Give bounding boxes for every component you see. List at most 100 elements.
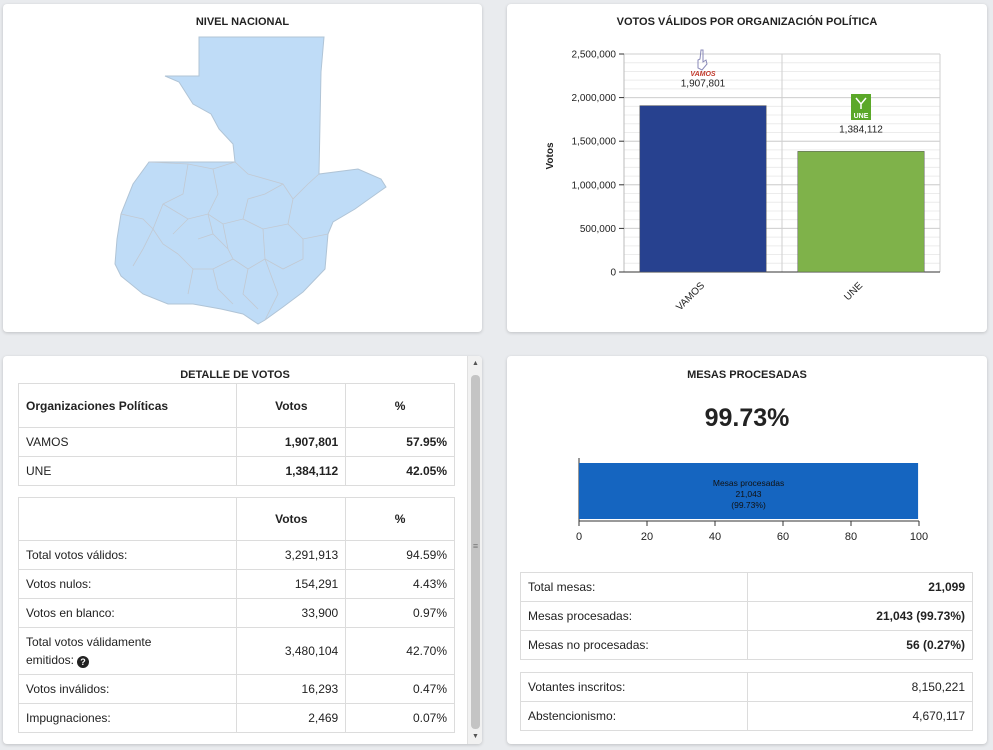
une-logo-text: UNE xyxy=(854,113,869,120)
table-row: UNE 1,384,112 42.05% xyxy=(17,456,455,486)
row-votes: 33,900 xyxy=(236,598,347,628)
header-pct: % xyxy=(345,497,455,541)
party-name: UNE xyxy=(17,456,238,486)
y-tick-label: 2,500,000 xyxy=(572,50,617,61)
row-label: Votos inválidos: xyxy=(17,674,238,704)
row-label: Votos en blanco: xyxy=(17,598,238,628)
row-value: 21,099 xyxy=(747,572,973,602)
parties-table-header: Organizaciones Políticas Votos % xyxy=(17,383,455,428)
row-votes: 16,293 xyxy=(236,674,347,704)
votes-bar-chart: 0 500,000 1,000,000 1,500,000 2,000,000 2,500… xyxy=(545,49,941,313)
party-pct: 42.05% xyxy=(345,456,455,486)
bar-vamos[interactable] xyxy=(639,105,767,273)
mesas-bar xyxy=(579,463,919,519)
bar-une[interactable] xyxy=(797,151,925,273)
table-row: Impugnaciones: 2,469 0.07% xyxy=(17,703,455,733)
row-votes: 2,469 xyxy=(236,703,347,733)
row-label: Abstencionismo: xyxy=(520,701,748,731)
table-row: Votos inválidos: 16,293 0.47% xyxy=(17,674,455,704)
summary-table: Votos % Total votos válidos: 3,291,913 9… xyxy=(17,497,455,733)
header-blank xyxy=(17,497,238,541)
une-logo-icon: UNE xyxy=(851,94,871,120)
row-pct: 4.43% xyxy=(345,569,455,599)
mesas-panel: MESAS PROCESADAS 99.73% Mesas procesadas… xyxy=(507,356,987,744)
x-tick-label: 0 xyxy=(576,531,582,543)
table-row: Total mesas: 21,099 xyxy=(520,572,973,602)
x-tick-label: 60 xyxy=(777,531,789,543)
mesas-bar-pct: (99.73%) xyxy=(731,500,766,510)
detail-scrollbar[interactable]: ▲ ≡ ▼ xyxy=(467,356,482,744)
scroll-grip-icon: ≡ xyxy=(472,541,479,551)
row-label-line2: emitidos: xyxy=(26,653,75,667)
party-votes: 1,907,801 xyxy=(236,427,347,457)
chart-title: VOTOS VÁLIDOS POR ORGANIZACIÓN POLÍTICA xyxy=(616,16,878,28)
y-axis-title: Votos xyxy=(545,142,556,169)
row-pct: 42.70% xyxy=(345,627,455,675)
summary-table-header: Votos % xyxy=(17,497,455,541)
map-title: NIVEL NACIONAL xyxy=(195,16,290,28)
row-votes: 3,480,104 xyxy=(236,627,347,675)
mesas-progress-chart: Mesas procesadas 21,043 (99.73%) 0 20 40 60… xyxy=(576,458,928,543)
header-organizations: Organizaciones Políticas xyxy=(17,383,238,428)
map-country-shape xyxy=(114,36,387,325)
vamos-logo-icon: VAMOS xyxy=(690,49,716,78)
table-row: Total votos válidamente emitidos:? 3,480… xyxy=(17,627,455,675)
row-votes: 154,291 xyxy=(236,569,347,599)
row-value: 56 (0.27%) xyxy=(747,630,973,660)
map-panel: NIVEL NACIONAL xyxy=(3,4,482,332)
mesas-bar-count: 21,043 xyxy=(736,489,762,499)
detail-title: DETALLE DE VOTOS xyxy=(180,369,290,381)
bar-value-label: 1,907,801 xyxy=(681,79,726,90)
x-tick-label: 100 xyxy=(910,531,928,543)
header-pct: % xyxy=(345,383,455,428)
table-row: Mesas procesadas: 21,043 (99.73%) xyxy=(520,601,973,631)
help-icon[interactable]: ? xyxy=(77,656,90,668)
x-tick-label: 40 xyxy=(709,531,721,543)
row-pct: 0.07% xyxy=(345,703,455,733)
mesas-title: MESAS PROCESADAS xyxy=(687,369,807,381)
bar-value-label: 1,384,112 xyxy=(839,124,883,135)
scroll-thumb[interactable] xyxy=(471,375,480,729)
row-value: 8,150,221 xyxy=(747,672,973,702)
party-pct: 57.95% xyxy=(345,427,455,457)
chart-panel: VOTOS VÁLIDOS POR ORGANIZACIÓN POLÍTICA … xyxy=(507,4,987,332)
mesas-bar-label: Mesas procesadas xyxy=(713,478,784,488)
y-tick-label: 500,000 xyxy=(580,224,617,235)
row-label: Total votos válidos: xyxy=(17,540,238,570)
row-label: Votantes inscritos: xyxy=(520,672,748,702)
row-label: Mesas procesadas: xyxy=(520,601,748,631)
row-pct: 0.97% xyxy=(345,598,455,628)
table-row: Votos en blanco: 33,900 0.97% xyxy=(17,598,455,628)
table-row: VAMOS 1,907,801 57.95% xyxy=(17,427,455,457)
vote-detail-panel: DETALLE DE VOTOS Organizaciones Política… xyxy=(3,356,482,744)
row-label-multiline: Total votos válidamente emitidos:? xyxy=(17,627,238,675)
row-pct: 0.47% xyxy=(345,674,455,704)
x-tick-label: 20 xyxy=(641,531,653,543)
y-tick-label: 2,000,000 xyxy=(572,93,617,104)
row-votes: 3,291,913 xyxy=(236,540,347,570)
header-votes: Votos xyxy=(236,497,347,541)
voters-table: Votantes inscritos: 8,150,221 Abstencion… xyxy=(520,672,973,731)
row-label: Votos nulos: xyxy=(17,569,238,599)
row-label: Total votos válidamente xyxy=(26,635,152,649)
table-row: Votantes inscritos: 8,150,221 xyxy=(520,672,973,702)
row-label: Impugnaciones: xyxy=(17,703,238,733)
mesas-table: Total mesas: 21,099 Mesas procesadas: 21… xyxy=(520,572,973,660)
y-tick-label: 0 xyxy=(610,268,616,279)
scroll-up-arrow-icon[interactable]: ▲ xyxy=(472,360,479,367)
parties-table: Organizaciones Políticas Votos % VAMOS 1… xyxy=(17,383,455,486)
guatemala-map[interactable] xyxy=(3,4,482,332)
table-row: Total votos válidos: 3,291,913 94.59% xyxy=(17,540,455,570)
mesas-big-percent: 99.73% xyxy=(704,404,790,432)
party-name: VAMOS xyxy=(17,427,238,457)
party-votes: 1,384,112 xyxy=(236,456,347,486)
scroll-down-arrow-icon[interactable]: ▼ xyxy=(472,733,479,740)
row-value: 4,670,117 xyxy=(747,701,973,731)
y-tick-label: 1,500,000 xyxy=(572,137,617,148)
x-tick-label: UNE xyxy=(842,280,865,303)
row-label: Total mesas: xyxy=(520,572,748,602)
row-label: Mesas no procesadas: xyxy=(520,630,748,660)
table-row: Abstencionismo: 4,670,117 xyxy=(520,701,973,731)
vamos-logo-text: VAMOS xyxy=(690,71,715,78)
table-row: Votos nulos: 154,291 4.43% xyxy=(17,569,455,599)
